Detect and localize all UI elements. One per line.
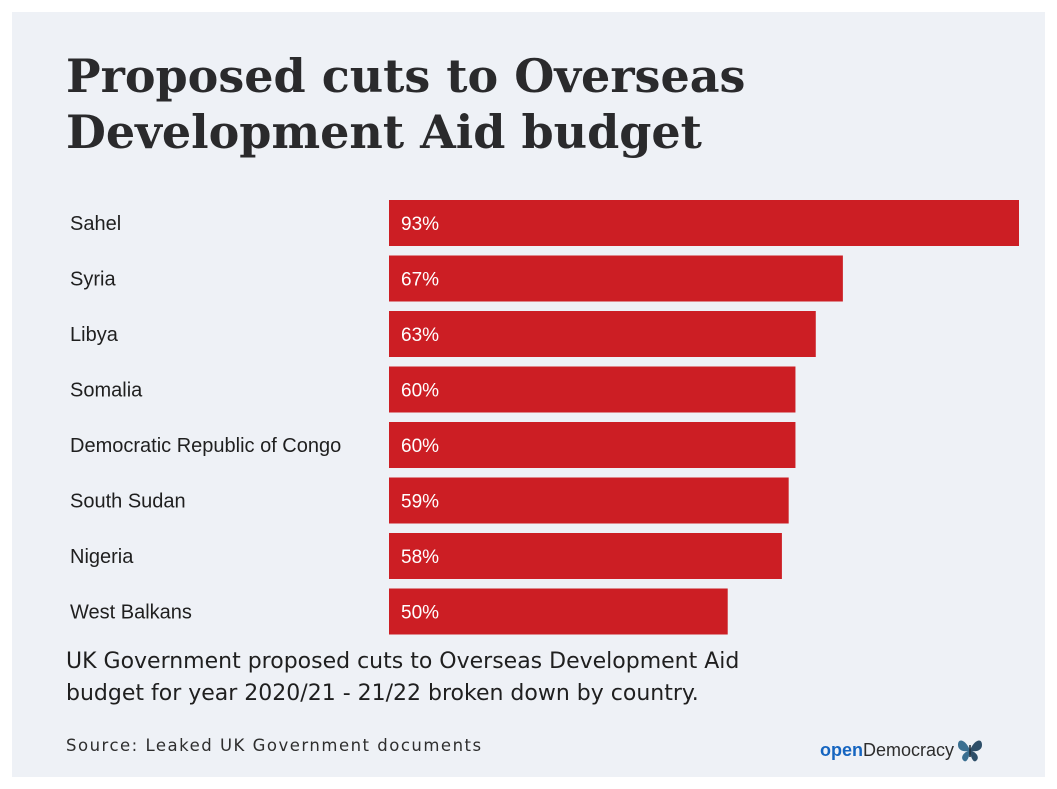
category-label: West Balkans — [70, 602, 192, 624]
bar-value-label: 67% — [401, 270, 439, 291]
bar-somalia — [389, 366, 796, 413]
bar-value-label: 50% — [401, 603, 439, 624]
logo-text-democracy: Democracy — [863, 739, 955, 760]
bar-value-label: 60% — [401, 381, 439, 402]
chart-title: Proposed cuts to Overseas Development Ai… — [66, 48, 1006, 160]
bar-democratic-republic-of-congo — [389, 422, 796, 468]
category-label: Sahel — [70, 213, 121, 235]
bar-value-label: 93% — [401, 214, 439, 235]
category-label: Somalia — [70, 380, 143, 402]
bar-chart: 93% Sahel 67% Syria 63% Libya 60% Somalia 60% Dem… — [70, 200, 1019, 635]
bar-libya — [389, 311, 816, 357]
bar-value-label: 60% — [401, 436, 439, 457]
bar-value-label: 59% — [401, 492, 439, 513]
bar-value-label: 63% — [401, 325, 439, 346]
title-line-2: Development Aid budget — [66, 105, 702, 159]
butterfly-icon — [958, 740, 983, 762]
bar-sahel — [389, 200, 1019, 246]
logo-text-open: open — [820, 739, 863, 760]
source-note: Source: Leaked UK Government documents — [66, 736, 483, 755]
bar-syria — [389, 255, 843, 302]
bar-value-label: 58% — [401, 547, 439, 568]
bar-south-sudan — [389, 477, 789, 524]
category-label: Democratic Republic of Congo — [70, 435, 341, 457]
bar-nigeria — [389, 533, 782, 579]
bar-west-balkans — [389, 588, 728, 635]
category-label: Nigeria — [70, 546, 134, 568]
chart-caption: UK Government proposed cuts to Overseas … — [66, 646, 986, 710]
title-line-1: Proposed cuts to Overseas — [66, 49, 746, 103]
category-label: Libya — [70, 324, 119, 346]
caption-line-1: UK Government proposed cuts to Overseas … — [66, 649, 740, 674]
category-label: South Sudan — [70, 491, 186, 513]
caption-line-2: budget for year 2020/21 - 21/22 broken d… — [66, 681, 699, 706]
opendemocracy-logo[interactable]: open Democracy — [820, 734, 984, 766]
category-label: Syria — [70, 269, 116, 291]
